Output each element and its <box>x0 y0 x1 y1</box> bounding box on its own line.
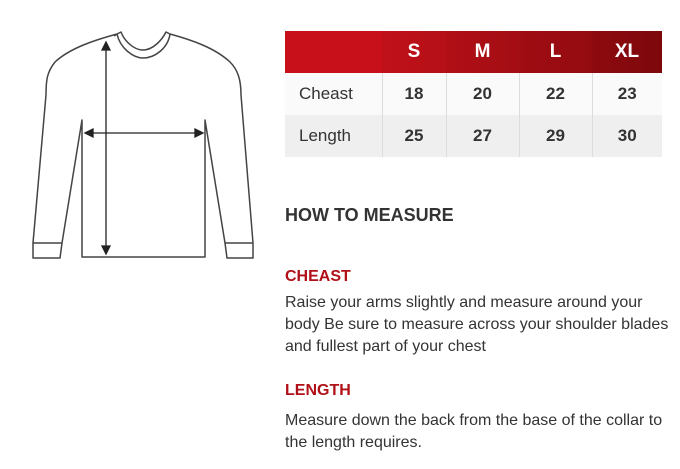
cell: 29 <box>518 115 592 157</box>
collar-outer <box>116 33 171 59</box>
cheast-heading: CHEAST <box>285 268 351 285</box>
size-header: XL <box>592 31 662 73</box>
size-chart-table: S M L XL Cheast 18 20 22 23 Length 25 27… <box>285 31 662 157</box>
length-arrow <box>100 40 112 256</box>
cell: 27 <box>445 115 519 157</box>
header-blank <box>285 31 382 73</box>
cell: 25 <box>381 115 446 157</box>
cell: 30 <box>591 115 662 157</box>
collar-inner <box>113 31 171 51</box>
sweater-illustration <box>32 31 254 259</box>
length-heading: LENGTH <box>285 382 351 399</box>
length-instructions: Measure down the back from the base of t… <box>285 412 663 451</box>
table-row: Length 25 27 29 30 <box>285 115 662 157</box>
sweater-outline <box>32 33 254 259</box>
cheast-instructions: Raise your arms slightly and measure aro… <box>285 294 669 355</box>
size-header: M <box>446 31 519 73</box>
table-header-row: S M L XL <box>285 31 662 73</box>
row-label: Length <box>285 115 382 157</box>
row-label: Cheast <box>285 73 382 115</box>
chest-arrow <box>83 127 205 139</box>
table-row: Cheast 18 20 22 23 <box>285 73 662 115</box>
size-header: L <box>519 31 592 73</box>
cell: 20 <box>445 73 519 115</box>
cell: 18 <box>381 73 446 115</box>
cell: 23 <box>591 73 662 115</box>
size-header: S <box>382 31 446 73</box>
how-to-measure-heading: HOW TO MEASURE <box>285 205 454 225</box>
cell: 22 <box>518 73 592 115</box>
